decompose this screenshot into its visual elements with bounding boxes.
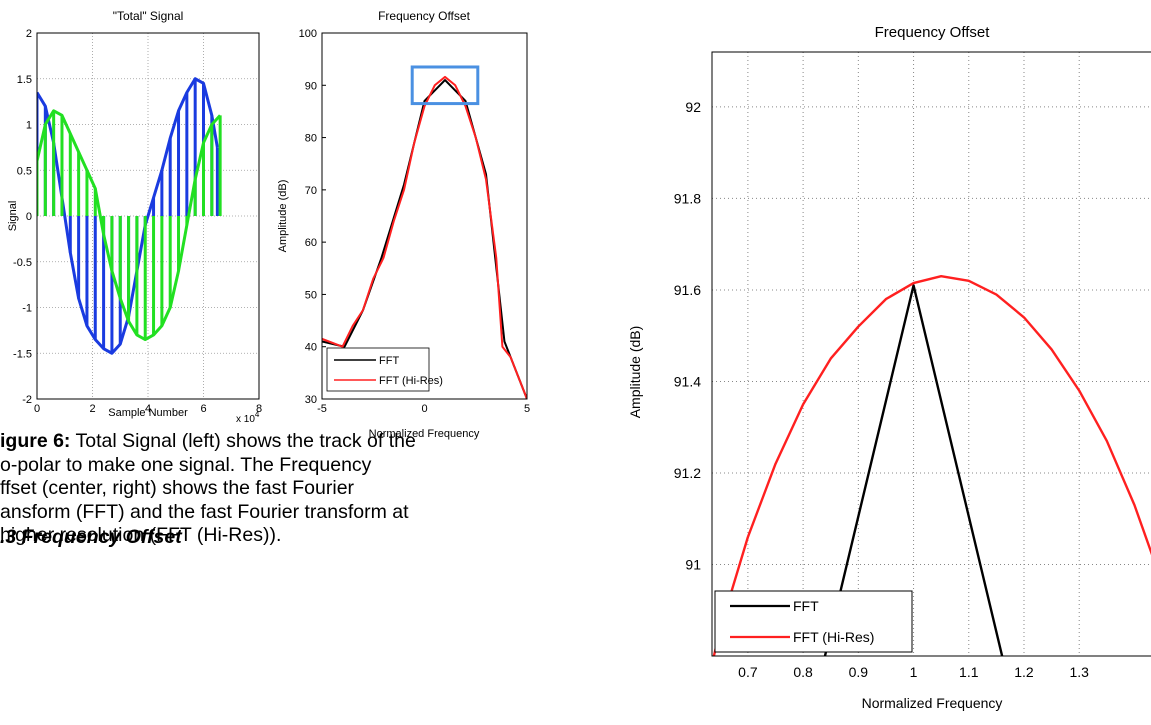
x-exponent-label: x 104 (236, 410, 260, 425)
tick-labels: 0.7 0.8 0.9 1 1.1 1.2 1.3 92 91.8 91.6 91.4 91.2 91 (674, 99, 1089, 680)
x-tick-label: 1.2 (1014, 664, 1034, 680)
axes-frame (321, 32, 528, 400)
legend: FFT FFT (Hi-Res) (326, 347, 443, 392)
y-tick-label: 2 (26, 28, 32, 40)
caption-line: ansform (FFT) and the fast Fourier trans… (0, 500, 409, 523)
x-tick-label: 5 (524, 403, 530, 415)
y-tick-label: 90 (305, 80, 317, 92)
y-tick-label: 1 (26, 120, 32, 132)
x-axis-label: Normalized Frequency (369, 428, 480, 440)
frequency-offset-zoom-chart: Frequency Offset 0.7 0.8 0.9 1 1.1 1.2 1.3 92 91… (627, 24, 1151, 711)
y-axis-label: Signal (7, 201, 19, 232)
chart-title: Frequency Offset (378, 9, 470, 23)
caption-label: igure 6: (0, 430, 71, 452)
x-tick-label: 4 (145, 403, 151, 415)
legend-label-fft: FFT (379, 355, 399, 367)
x-tick-label: 0 (34, 403, 40, 415)
y-tick-label: -2 (22, 394, 32, 406)
section-heading: .3 Frequency Offset (0, 526, 182, 548)
chart-title: Frequency Offset (875, 24, 991, 41)
axes-frame (711, 51, 1151, 657)
chart-title: "Total" Signal (113, 9, 184, 23)
highlight-box (410, 65, 480, 106)
tick-labels: -5 0 5 100 90 80 70 60 50 40 30 (299, 28, 530, 415)
series-line-1 (712, 275, 1151, 656)
plot-area (712, 275, 1151, 656)
figure-caption: igure 6: Total Signal (left) shows the t… (0, 430, 420, 548)
caption-text: Total Signal (left) shows the track of t… (70, 430, 416, 452)
legend-box (714, 590, 913, 653)
x-exponent-base: x 10 (236, 414, 255, 425)
y-tick-label: 80 (305, 133, 317, 145)
axes-frame (36, 32, 260, 400)
x-tick-label: 6 (200, 403, 206, 415)
x-axis-label: Sample Number (108, 407, 188, 419)
y-tick-label: 60 (305, 237, 317, 249)
caption-line: o-polar to make one signal. The Frequenc… (0, 453, 372, 476)
legend-label-hires: FFT (Hi-Res) (379, 375, 443, 387)
y-tick-label: 70 (305, 185, 317, 197)
y-tick-label: 50 (305, 289, 317, 301)
caption-line: higher resolution (FFT (Hi-Res)). (0, 524, 282, 546)
y-tick-label: -1 (22, 303, 32, 315)
y-tick-label: 91.6 (674, 282, 701, 298)
caption-line: igure 6: Total Signal (left) shows the t… (0, 430, 420, 454)
series-line-1 (322, 75, 527, 399)
y-tick-label: 100 (299, 28, 317, 40)
x-tick-label: 2 (89, 403, 95, 415)
x-tick-label: 0.7 (738, 664, 758, 680)
plot-area (37, 77, 222, 355)
legend: FFT FFT (Hi-Res) (714, 590, 913, 653)
plot-area (322, 75, 527, 399)
y-tick-label: 91.4 (674, 373, 701, 389)
legend-box (326, 347, 430, 392)
y-tick-label: 91.8 (674, 190, 701, 206)
y-tick-label: -1.5 (13, 348, 32, 360)
series-1 (37, 109, 222, 342)
x-tick-label: 0.8 (793, 664, 813, 680)
x-tick-label: 8 (256, 403, 262, 415)
x-tick-label: -5 (317, 403, 327, 415)
y-tick-label: 91 (685, 556, 701, 572)
grid (712, 52, 1151, 656)
y-tick-label: 40 (305, 342, 317, 354)
x-axis-label: Normalized Frequency (862, 695, 1003, 711)
y-tick-label: 0.5 (17, 165, 32, 177)
caption-line: ffset (center, right) shows the fast Fou… (0, 477, 355, 499)
y-tick-label: -0.5 (13, 257, 32, 269)
legend-label-hires: FFT (Hi-Res) (793, 629, 874, 645)
y-tick-label: 0 (26, 211, 32, 223)
x-tick-label: 0.9 (849, 664, 869, 680)
y-tick-label: 1.5 (17, 74, 32, 86)
frequency-offset-chart: Frequency Offset -5 0 5 100 90 80 70 60 50 40 30 A… (277, 9, 530, 440)
x-tick-label: 1.3 (1069, 664, 1089, 680)
y-tick-label: 91.2 (674, 465, 701, 481)
x-exponent-power: 4 (255, 410, 260, 419)
series-line (37, 109, 222, 342)
tick-labels: 0 2 4 6 8 2 1.5 1 0.5 0 -0.5 -1 -1.5 -2 (13, 28, 262, 415)
y-tick-label: 92 (685, 99, 701, 115)
y-tick-label: 30 (305, 394, 317, 406)
legend-label-fft: FFT (793, 598, 819, 614)
x-tick-label: 1.1 (959, 664, 979, 680)
y-axis-label: Amplitude (dB) (627, 326, 643, 419)
total-signal-chart: "Total" Signal 0 2 4 6 8 2 1.5 1 0.5 0 -0.5 -1 -1.5 -… (7, 9, 262, 425)
x-tick-label: 1 (910, 664, 918, 680)
x-tick-label: 0 (421, 403, 427, 415)
y-axis-label: Amplitude (dB) (277, 180, 289, 253)
